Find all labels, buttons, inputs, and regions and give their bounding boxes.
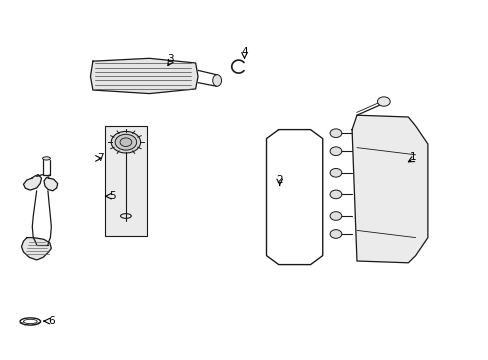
Polygon shape bbox=[90, 58, 198, 94]
Text: 5: 5 bbox=[109, 191, 116, 201]
Text: 1: 1 bbox=[409, 152, 416, 162]
Text: 6: 6 bbox=[48, 316, 55, 326]
Circle shape bbox=[377, 97, 389, 106]
Circle shape bbox=[329, 190, 341, 199]
Text: 3: 3 bbox=[166, 54, 173, 64]
Ellipse shape bbox=[212, 75, 221, 86]
Circle shape bbox=[329, 212, 341, 220]
Circle shape bbox=[329, 147, 341, 156]
Polygon shape bbox=[23, 175, 41, 190]
Bar bbox=[105, 126, 146, 236]
Text: 2: 2 bbox=[276, 175, 283, 185]
Text: 4: 4 bbox=[241, 47, 247, 57]
Text: 7: 7 bbox=[97, 153, 103, 163]
Circle shape bbox=[111, 131, 141, 153]
Polygon shape bbox=[21, 238, 51, 260]
Circle shape bbox=[329, 168, 341, 177]
Circle shape bbox=[120, 138, 132, 147]
Circle shape bbox=[115, 134, 137, 150]
Polygon shape bbox=[44, 177, 58, 191]
Circle shape bbox=[329, 129, 341, 138]
Circle shape bbox=[329, 230, 341, 238]
Polygon shape bbox=[351, 115, 427, 263]
Ellipse shape bbox=[42, 157, 50, 160]
